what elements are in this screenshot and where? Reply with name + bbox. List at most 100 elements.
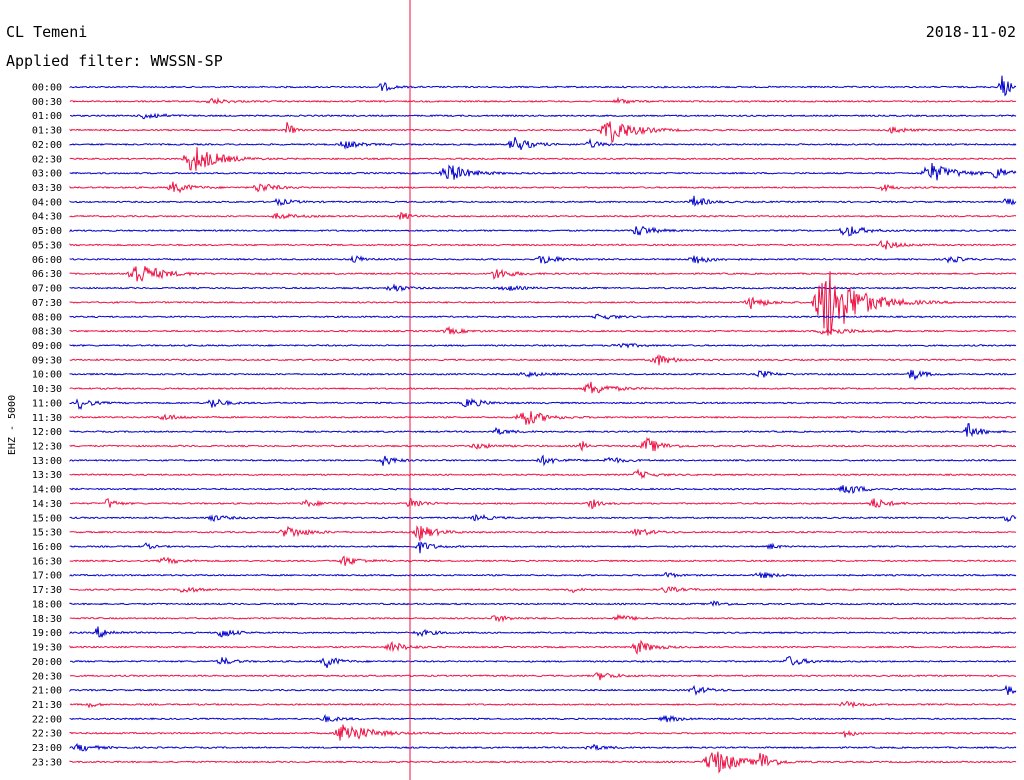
row-time-label: 00:30 [32,97,62,108]
trace-line [69,541,1017,554]
trace-line [69,411,1017,425]
row-time-label: 06:00 [32,255,62,266]
row-time-label: 14:00 [32,485,62,496]
row-time-label: 23:00 [32,743,62,754]
row-time-label: 01:30 [32,126,62,137]
trace-line [69,468,1017,480]
row-time-label: 05:00 [32,226,62,237]
trace-line [69,342,1017,349]
row-time-label: 02:30 [32,154,62,165]
trace-line [69,713,1017,723]
trace-line [69,121,1017,144]
trace-line [69,283,1017,292]
row-time-label: 12:00 [32,427,62,438]
row-time-label: 13:00 [32,456,62,467]
trace-line [69,181,1017,194]
trace-line [69,313,1017,320]
trace-line [69,266,1017,283]
trace-line [69,381,1017,394]
row-time-label: 02:00 [32,140,62,151]
row-time-label: 10:30 [32,384,62,395]
trace-line [69,369,1017,381]
trace-line [69,96,1017,105]
trace-line [69,586,1017,594]
trace-line [69,600,1017,607]
trace-line [69,700,1017,709]
row-time-label: 21:00 [32,686,62,697]
row-time-label: 10:00 [32,370,62,381]
trace-line [69,147,1017,171]
row-time-label: 07:00 [32,284,62,295]
trace-line [69,751,1017,774]
row-time-label: 00:00 [32,83,62,94]
record-date: 2018-11-02 [926,23,1016,41]
trace-line [69,137,1017,151]
trace-line [69,162,1017,181]
row-time-label: 07:30 [32,298,62,309]
trace-line [69,437,1017,452]
station-name: CL Temeni [6,23,87,41]
trace-line [69,555,1017,566]
row-time-label: 22:00 [32,714,62,725]
trace-line [69,613,1017,623]
trace-rows: 00:00 00:30 01:00 01:30 02:00 02:30 03:00 03:30… [32,75,1017,774]
row-time-label: 17:00 [32,571,62,582]
trace-line [69,684,1017,696]
trace-line [69,354,1017,366]
row-time-label: 06:30 [32,269,62,280]
row-time-label: 19:00 [32,628,62,639]
trace-line [70,497,1017,510]
row-time-label: 12:30 [32,442,62,453]
trace-line [69,397,1017,411]
row-time-label: 03:00 [32,169,62,180]
trace-line [69,225,1017,237]
trace-line [69,271,1017,336]
trace-line [69,195,1017,207]
row-time-label: 08:00 [32,312,62,323]
row-time-label: 14:30 [32,499,62,510]
trace-line [69,626,1017,638]
trace-line [69,742,1017,752]
row-time-label: 09:30 [32,355,62,366]
trace-line [69,524,1017,541]
row-time-label: 19:30 [32,643,62,654]
row-time-label: 18:00 [32,599,62,610]
channel-label: EHZ - 5000 [7,395,18,455]
trace-line [69,639,1017,655]
row-time-label: 17:30 [32,585,62,596]
row-time-label: 11:30 [32,413,62,424]
row-time-label: 18:30 [32,614,62,625]
row-time-label: 09:00 [32,341,62,352]
trace-line [69,422,1017,438]
row-time-label: 23:30 [32,757,62,768]
row-time-label: 16:30 [32,556,62,567]
row-time-label: 15:00 [32,513,62,524]
trace-line [69,485,1017,494]
trace-line [69,454,1017,467]
trace-line [69,255,1017,264]
row-time-label: 04:30 [32,212,62,223]
row-time-label: 20:30 [32,671,62,682]
applied-filter: Applied filter: WWSSN-SP [6,52,223,70]
row-time-label: 05:30 [32,240,62,251]
trace-line [69,656,1016,669]
row-time-label: 22:30 [32,729,62,740]
trace-line [69,211,1017,220]
trace-line [69,724,1017,741]
row-time-label: 11:00 [32,398,62,409]
trace-line [69,325,1016,335]
row-time-label: 13:30 [32,470,62,481]
trace-line [69,112,1017,120]
trace-line [69,672,1017,681]
row-time-label: 01:00 [32,111,62,122]
row-time-label: 21:30 [32,700,62,711]
row-time-label: 03:30 [32,183,62,194]
trace-line [69,571,1017,579]
row-time-label: 04:00 [32,197,62,208]
trace-line [69,513,1017,523]
row-time-label: 16:00 [32,542,62,553]
trace-line [69,239,1017,250]
row-time-label: 20:00 [32,657,62,668]
row-time-label: 15:30 [32,528,62,539]
